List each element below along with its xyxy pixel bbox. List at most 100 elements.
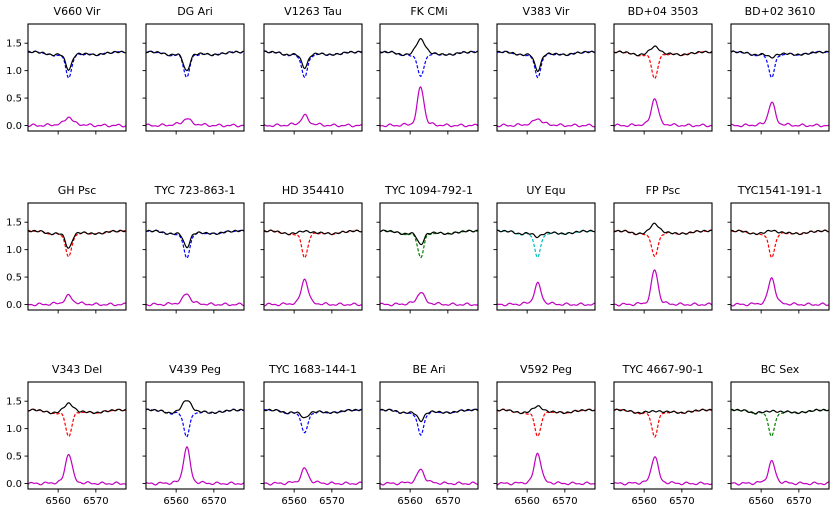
- panel-frame: [263, 23, 363, 132]
- observed-spectrum-line: [379, 229, 479, 246]
- observed-spectrum-line: [496, 405, 596, 415]
- panel-title: BD+02 3610: [745, 5, 816, 18]
- panel-title: TYC 723-863-1: [154, 184, 236, 197]
- x-tick-label: 6570: [435, 496, 460, 507]
- observed-spectrum-line: [379, 38, 479, 57]
- difference-spectrum-line: [613, 456, 713, 486]
- panel-frame: [496, 202, 596, 311]
- spectrum-panel: TYC 723-863-1: [142, 184, 245, 314]
- spectrum-panel: FK CMi: [376, 5, 479, 135]
- panel-frame: [27, 23, 127, 132]
- panel-title: FK CMi: [410, 5, 447, 18]
- observed-spectrum-line: [496, 50, 596, 72]
- x-tick-label: 6560: [514, 496, 539, 507]
- observed-spectrum-line: [379, 408, 479, 423]
- template-spectrum-line: [730, 408, 830, 437]
- difference-spectrum-line: [496, 281, 596, 307]
- y-tick-label: 1.5: [6, 218, 22, 229]
- panel-frame: [263, 202, 363, 311]
- difference-spectrum-line: [27, 116, 127, 128]
- y-tick-label: 1.0: [6, 424, 22, 435]
- y-tick-label: 1.5: [6, 397, 22, 408]
- template-spectrum-line: [730, 229, 830, 259]
- panel-title: TYC 4667-90-1: [622, 363, 704, 376]
- x-tick-label: 6560: [631, 496, 656, 507]
- template-spectrum-line: [27, 408, 127, 438]
- x-tick-label: 6570: [669, 496, 694, 507]
- y-tick-label: 0.0: [6, 300, 22, 311]
- spectrum-panel: UY Equ: [493, 184, 596, 314]
- observed-spectrum-line: [263, 408, 363, 419]
- observed-spectrum-line: [730, 229, 829, 236]
- difference-spectrum-line: [730, 277, 830, 307]
- panel-frame: [613, 202, 713, 311]
- observed-spectrum-line: [613, 408, 713, 414]
- template-spectrum-line: [263, 408, 363, 434]
- template-spectrum-line: [27, 229, 127, 258]
- difference-spectrum-line: [731, 101, 830, 128]
- panel-frame: [145, 381, 245, 490]
- panel-frame: [496, 381, 596, 490]
- y-tick-label: 1.0: [6, 66, 22, 77]
- difference-spectrum-line: [614, 269, 713, 307]
- difference-spectrum-line: [379, 468, 479, 486]
- observed-spectrum-line: [613, 222, 713, 236]
- difference-spectrum-line: [145, 293, 245, 307]
- x-tick-label: 6570: [319, 496, 344, 507]
- template-spectrum-line: [613, 408, 713, 438]
- observed-spectrum-line: [263, 229, 363, 236]
- panel-title: V660 Vir: [54, 5, 101, 18]
- spectrum-panel: BD+02 3610: [727, 5, 830, 135]
- panel-title: V1263 Tau: [284, 5, 342, 18]
- difference-spectrum-line: [379, 86, 479, 128]
- panel-frame: [263, 381, 363, 490]
- panel-frame: [145, 202, 245, 311]
- spectrum-panel: BE Ari 6560 6570: [376, 363, 479, 507]
- difference-spectrum-line: [145, 118, 244, 128]
- x-tick-label: 6560: [163, 496, 188, 507]
- panel-frame: [379, 381, 479, 490]
- spectrum-panel: V660 Vir 0.0 0.5 1.0 1.5: [6, 5, 127, 135]
- spectrum-panel: BD+04 3503: [610, 5, 713, 135]
- difference-spectrum-line: [27, 293, 127, 307]
- panel-title: BC Sex: [761, 363, 800, 376]
- spectrum-panel: V439 Peg 6560 6570: [142, 363, 245, 507]
- spectrum-panel: V592 Peg 6560 6570: [493, 363, 596, 507]
- observed-spectrum-line: [28, 50, 127, 71]
- panel-title: GH Psc: [58, 184, 97, 197]
- x-tick-label: 6570: [83, 496, 108, 507]
- panel-frame: [27, 381, 127, 490]
- template-spectrum-line: [496, 229, 596, 258]
- observed-spectrum-line: [27, 229, 127, 249]
- spectrum-panel: V383 Vir: [493, 5, 596, 135]
- observed-spectrum-line: [730, 50, 830, 59]
- panel-frame: [145, 23, 245, 132]
- difference-spectrum-line: [27, 453, 127, 486]
- x-tick-label: 6570: [552, 496, 577, 507]
- spectrum-panel: TYC 4667-90-1 6560 6570: [610, 363, 713, 507]
- observed-spectrum-line: [145, 229, 245, 249]
- y-tick-label: 1.5: [6, 39, 22, 50]
- difference-spectrum-line: [731, 459, 829, 486]
- x-tick-label: 6570: [786, 496, 811, 507]
- template-spectrum-line: [263, 229, 363, 259]
- panel-frame: [379, 23, 479, 132]
- y-tick-label: 0.0: [6, 479, 22, 490]
- difference-spectrum-line: [263, 113, 363, 128]
- template-spectrum-line: [613, 50, 713, 80]
- panel-title: TYC 1683-144-1: [268, 363, 357, 376]
- template-spectrum-line: [613, 229, 713, 257]
- observed-spectrum-line: [145, 400, 245, 414]
- panel-title: TYC 1094-792-1: [384, 184, 473, 197]
- observed-spectrum-line: [263, 50, 363, 70]
- panel-title: V439 Peg: [169, 363, 221, 376]
- panel-title: UY Equ: [526, 184, 565, 197]
- y-tick-label: 0.0: [6, 121, 22, 132]
- difference-spectrum-line: [613, 98, 713, 128]
- difference-spectrum-line: [263, 467, 363, 486]
- spectrum-panel: FP Psc: [610, 184, 713, 314]
- panel-frame: [496, 23, 596, 132]
- panel-frame: [613, 23, 713, 132]
- observed-spectrum-line: [496, 229, 596, 239]
